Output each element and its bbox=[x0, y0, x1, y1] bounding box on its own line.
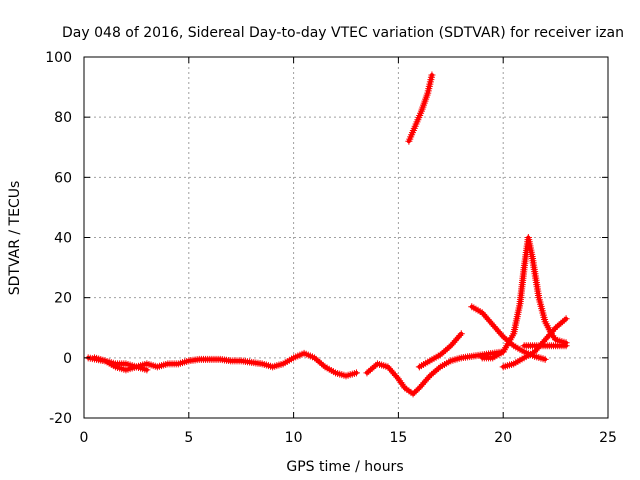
y-tick-label: 100 bbox=[45, 50, 72, 66]
axes: 0 5 10 15 20 25 -20 0 20 40 60 80 100 bbox=[45, 50, 617, 446]
y-axis-label: SDTVAR / TECUs bbox=[7, 181, 23, 296]
x-tick-label: 20 bbox=[494, 430, 512, 446]
series-arc-8 bbox=[499, 315, 570, 371]
series-markers bbox=[499, 315, 570, 371]
series-arc-4 bbox=[405, 71, 436, 145]
series-markers bbox=[415, 330, 465, 371]
x-tick-label: 25 bbox=[599, 430, 617, 446]
x-tick-label: 10 bbox=[285, 430, 303, 446]
chart-title: Day 048 of 2016, Sidereal Day-to-day VTE… bbox=[62, 25, 624, 41]
y-tick-label: 0 bbox=[63, 351, 72, 367]
y-tick-label: 80 bbox=[54, 110, 72, 126]
y-tick-label: 40 bbox=[54, 231, 72, 247]
x-tick-label: 15 bbox=[389, 430, 407, 446]
series-arc-5 bbox=[415, 330, 465, 371]
series-markers bbox=[478, 234, 570, 362]
series-group bbox=[84, 71, 570, 398]
series-arc-1 bbox=[84, 349, 360, 380]
x-axis-label: GPS time / hours bbox=[286, 459, 403, 475]
series-arc-9 bbox=[520, 342, 570, 350]
series-markers bbox=[405, 71, 436, 145]
x-tick-label: 0 bbox=[80, 430, 89, 446]
y-tick-label: 60 bbox=[54, 170, 72, 186]
y-tick-label: -20 bbox=[49, 411, 72, 427]
series-arc-3 bbox=[363, 348, 507, 398]
x-tick-label: 5 bbox=[184, 430, 193, 446]
series-markers bbox=[363, 348, 507, 398]
series-markers bbox=[90, 354, 151, 374]
series-markers bbox=[520, 342, 570, 350]
series-markers bbox=[84, 349, 360, 380]
series-arc-2 bbox=[90, 354, 151, 374]
y-tick-label: 20 bbox=[54, 291, 72, 307]
